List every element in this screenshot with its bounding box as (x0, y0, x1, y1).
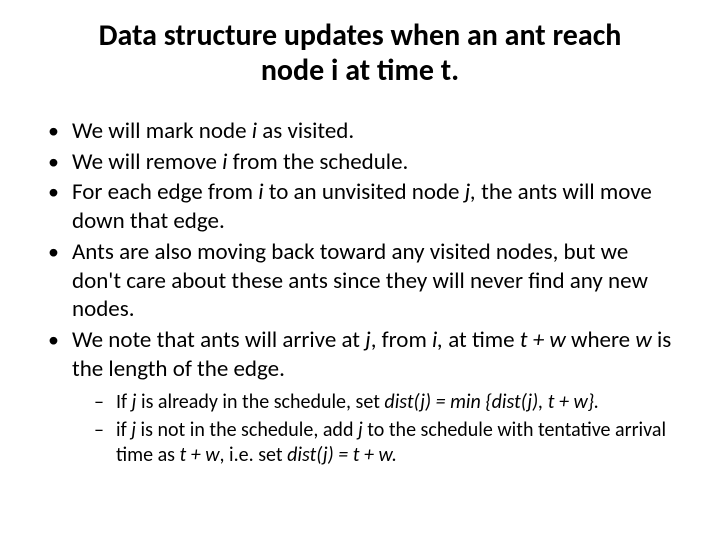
text: If (116, 390, 132, 414)
italic-text: dist(j) = t + w. (287, 443, 397, 467)
title-line1: Data structure updates when an ant reach (99, 17, 622, 54)
slide-title: Data structure updates when an ant reach… (38, 18, 682, 89)
text: to an unvisited node (264, 178, 465, 206)
italic-text: j, (465, 178, 476, 206)
list-item: We note that ants will arrive at j, from… (60, 326, 682, 468)
list-item: If j is already in the schedule, set dis… (102, 390, 682, 415)
list-item: if j is not in the schedule, add j to th… (102, 418, 682, 468)
text: , i.e. set (220, 443, 288, 467)
list-item: Ants are also moving back toward any vis… (60, 238, 682, 324)
italic-text: t + w (180, 443, 220, 467)
italic-text: w (635, 326, 651, 354)
text: , from (371, 326, 432, 354)
text: from the schedule. (227, 148, 408, 176)
text: Ants are also moving back toward any vis… (72, 238, 648, 324)
list-item: We will mark node i as visited. (60, 117, 682, 146)
text: at time (443, 326, 520, 354)
italic-text: dist(j) = min {dist(j), t + w}. (384, 390, 599, 414)
text: where (566, 326, 636, 354)
italic-text: t + w (520, 326, 566, 354)
text: is not in the schedule, add (136, 418, 358, 442)
text: is already in the schedule, set (136, 390, 384, 414)
text: For each edge from (72, 178, 258, 206)
bullet-list: We will mark node i as visited. We will … (38, 117, 682, 468)
italic-text: i, (432, 326, 443, 354)
title-line2: node i at time t. (261, 52, 459, 89)
sub-bullet-list: If j is already in the schedule, set dis… (72, 390, 682, 468)
text: We will mark node (72, 117, 252, 145)
text: if (116, 418, 131, 442)
list-item: We will remove i from the schedule. (60, 148, 682, 177)
text: We note that ants will arrive at (72, 326, 365, 354)
list-item: For each edge from i to an unvisited nod… (60, 178, 682, 236)
text: as visited. (257, 117, 354, 145)
text: We will remove (72, 148, 222, 176)
